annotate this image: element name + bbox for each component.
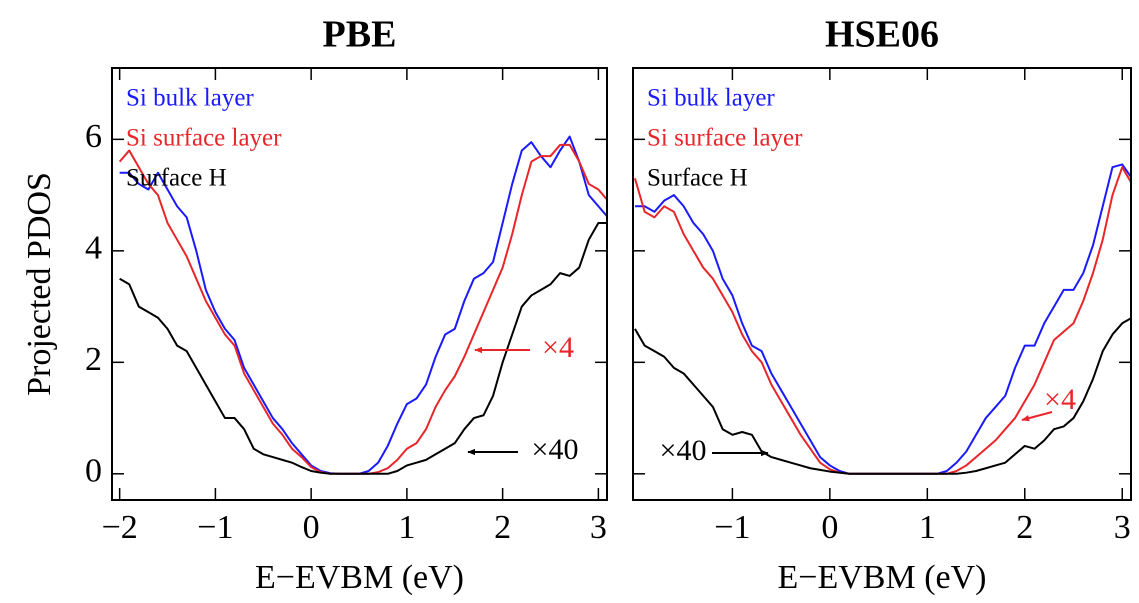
- series-line: [634, 317, 1131, 475]
- x-tick-label: −1: [197, 509, 233, 546]
- panel-title: PBE: [323, 14, 397, 56]
- y-tick-label: 6: [85, 118, 102, 155]
- legend-label: Si bulk layer: [647, 85, 775, 112]
- series-line: [119, 135, 607, 475]
- y-tick-label: 4: [85, 230, 102, 267]
- series-line: [118, 143, 607, 475]
- plot-frame: [632, 67, 1132, 501]
- x-tick-label: 1: [398, 509, 415, 546]
- annotation: ×4: [1044, 383, 1076, 416]
- legend-label: Si surface layer: [126, 125, 282, 152]
- annotation: ×4: [542, 331, 574, 364]
- x-tick-label: 2: [1016, 509, 1033, 546]
- x-tick-label: 3: [1114, 509, 1131, 546]
- y-axis-label: Projected PDOS: [21, 172, 58, 396]
- panel-title: HSE06: [825, 14, 939, 56]
- x-tick-label: 0: [821, 509, 838, 546]
- plot-frame: [111, 67, 608, 501]
- annotation: ×40: [532, 433, 579, 466]
- x-axis-label: E−EVBM (eV): [255, 559, 464, 596]
- y-tick-label: 2: [85, 341, 102, 378]
- annotation-arrow: [1021, 411, 1053, 422]
- x-tick-label: 0: [303, 509, 320, 546]
- x-tick-label: 1: [919, 509, 936, 546]
- y-tick-label: 0: [85, 453, 102, 490]
- legend-label: Surface H: [647, 165, 748, 192]
- x-tick-label: −2: [102, 509, 138, 546]
- panel: PBE Projected PDOS E−EVBM (eV) −2 −1 0 1 2 3 0 2 4 6…: [21, 14, 608, 596]
- x-tick-label: −1: [714, 509, 750, 546]
- legend-label: Si surface layer: [647, 125, 803, 152]
- x-tick-label: 2: [494, 509, 511, 546]
- annotation: ×40: [660, 434, 707, 467]
- legend-label: Si bulk layer: [126, 85, 254, 112]
- x-axis-label: E−EVBM (eV): [778, 559, 987, 596]
- panel: HSE06 E−EVBM (eV) −1 0 1 2 3 Si bulk layer Si su…: [632, 14, 1132, 596]
- legend-label: Surface H: [126, 165, 227, 192]
- series-line: [119, 221, 607, 475]
- x-tick-label: 3: [590, 509, 607, 546]
